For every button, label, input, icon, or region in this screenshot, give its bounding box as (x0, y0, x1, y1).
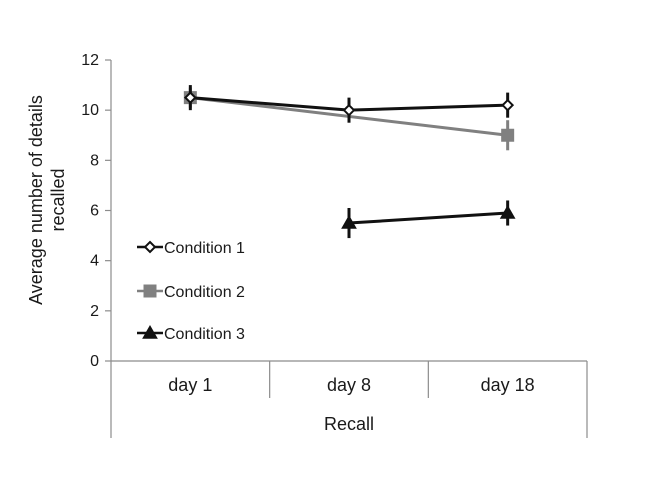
legend-label: Condition 1 (164, 240, 245, 257)
legend-item-1: Condition 1 (137, 240, 245, 257)
data-point (342, 103, 356, 117)
y-axis-title-line-1: Average number of details (26, 95, 46, 305)
legend-marker (143, 240, 157, 254)
series-area (183, 85, 516, 239)
x-tick-label: day 8 (327, 375, 371, 395)
legend-item-3: Condition 3 (137, 324, 245, 343)
y-tick-label: 2 (90, 303, 99, 320)
legend-item-2: Condition 2 (137, 284, 245, 301)
y-tick-label: 12 (81, 52, 99, 69)
x-tick-label: day 1 (168, 375, 212, 395)
x-axis-title: Recall (324, 414, 374, 434)
series-line-segment (190, 96, 350, 112)
legend: Condition 1 Condition 2 Condition 3 (137, 240, 245, 343)
y-tick-label: 4 (90, 253, 99, 270)
legend-marker (142, 324, 158, 339)
y-tick-label: 6 (90, 203, 99, 220)
y-axis: 0 2 4 6 8 10 12 (81, 52, 112, 370)
x-axis: day 1 day 8 day 18 (110, 360, 588, 438)
legend-label: Condition 2 (164, 284, 245, 301)
legend-label: Condition 3 (164, 326, 245, 343)
data-point (499, 205, 516, 219)
y-axis-title-line-2: recalled (48, 168, 68, 231)
x-tick-label: day 18 (481, 375, 535, 395)
y-tick-label: 0 (90, 353, 99, 370)
series-1 (183, 85, 515, 123)
data-point (501, 128, 515, 142)
data-point (501, 98, 515, 112)
legend-marker (143, 284, 157, 298)
y-tick-label: 8 (90, 152, 99, 169)
y-tick-label: 10 (81, 102, 99, 119)
data-point (183, 91, 197, 105)
series-3 (341, 200, 516, 239)
series-line-segment (348, 211, 508, 225)
series-line-segment (348, 103, 508, 112)
data-point (341, 215, 357, 229)
